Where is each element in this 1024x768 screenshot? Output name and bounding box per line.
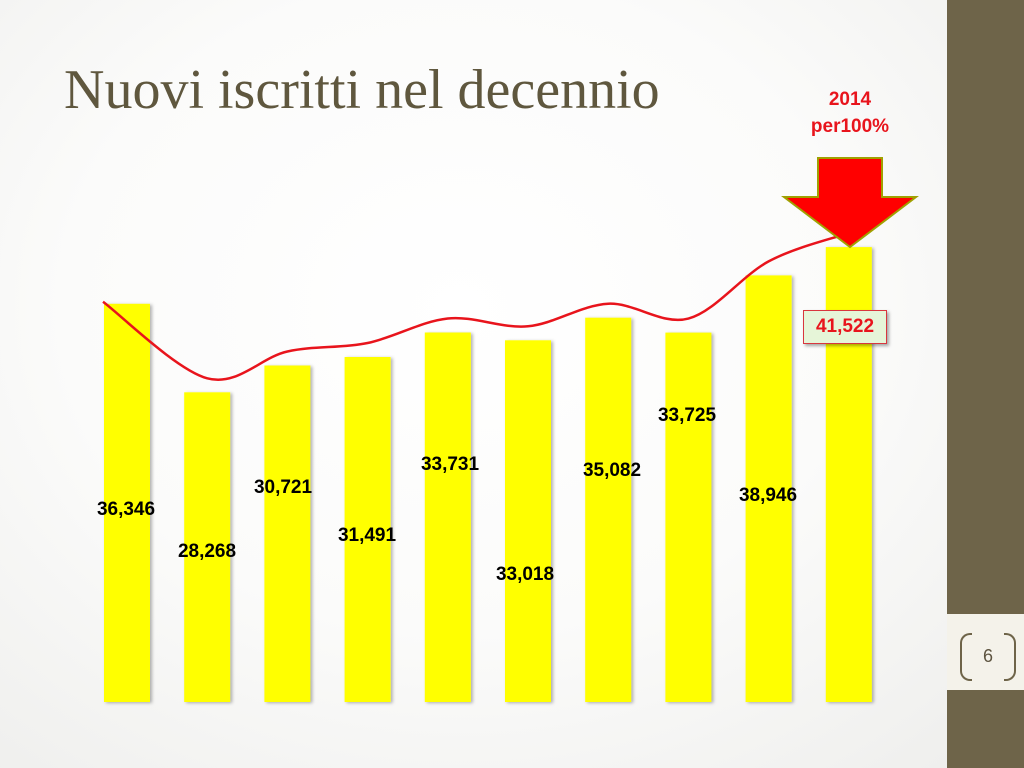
callout-line-2: per100% — [810, 116, 890, 137]
bar — [264, 365, 311, 702]
data-label: 33,731 — [421, 454, 480, 475]
bar — [184, 392, 231, 702]
value-labels-group: 36,346 28,268 30,721 31,491 33,731 33,018 35,0… — [97, 405, 797, 585]
bar — [505, 340, 551, 702]
trend-line — [102, 231, 850, 381]
data-label: 33,725 — [658, 405, 717, 426]
page-number-text: 6 — [982, 645, 993, 666]
callout-text: 2014 per100% — [790, 86, 910, 140]
down-arrow-icon — [781, 157, 919, 249]
data-label: 30,721 — [254, 477, 313, 498]
highlighted-value-box: 41,522 — [803, 310, 887, 344]
data-label: 33,018 — [496, 564, 554, 585]
bar — [424, 332, 471, 702]
bar-chart: 36,346 28,268 30,721 31,491 33,731 33,018 35,0… — [97, 157, 919, 702]
page-number: 6 — [960, 633, 1016, 681]
bar — [344, 357, 391, 702]
left-brace-icon — [960, 633, 972, 681]
bars-group — [104, 247, 872, 702]
bar — [745, 275, 792, 702]
side-bar — [947, 0, 1024, 768]
bar — [104, 303, 150, 702]
callout-line-1: 2014 — [828, 89, 872, 110]
data-label: 31,491 — [338, 525, 397, 546]
bar — [585, 317, 632, 702]
data-label: 38,946 — [739, 485, 797, 506]
bar — [665, 332, 712, 702]
right-brace-icon — [1004, 633, 1016, 681]
data-label: 35,082 — [583, 460, 641, 481]
data-label: 36,346 — [97, 499, 155, 520]
slide-title: Nuovi iscritti nel decennio — [64, 59, 660, 121]
data-label: 28,268 — [178, 541, 236, 562]
